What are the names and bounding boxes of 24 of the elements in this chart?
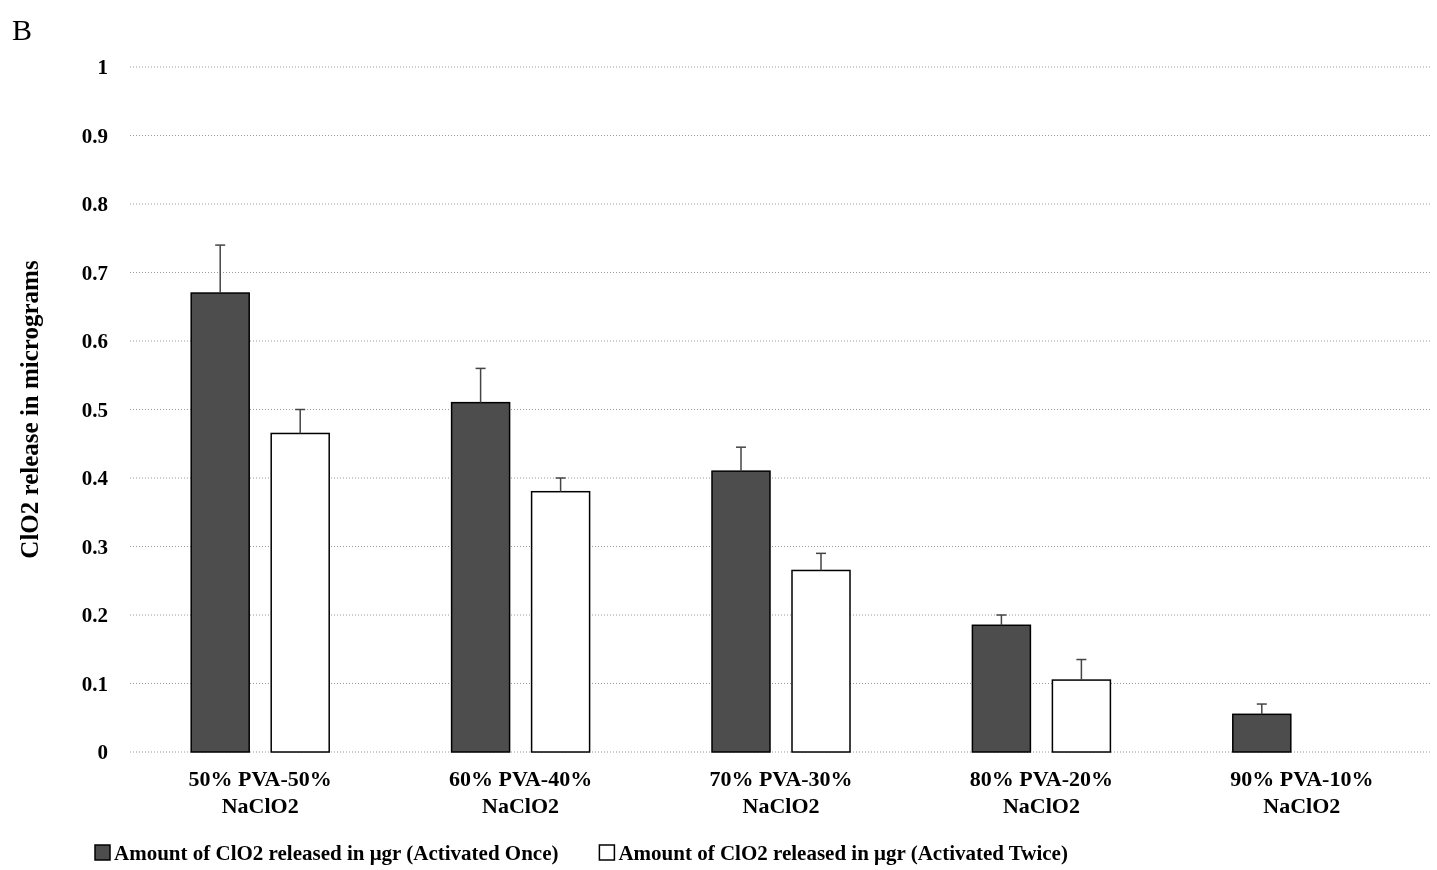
chart-title: B bbox=[12, 13, 33, 46]
x-tick-label: 80% PVA-20% NaClO2 bbox=[969, 766, 1114, 818]
y-tick-label: 0 bbox=[97, 740, 108, 765]
y-tick-label: 0.5 bbox=[81, 397, 108, 422]
y-tick-label: 0.9 bbox=[81, 123, 108, 148]
legend-label: Amount of ClO2 released in μgr (Activated Once) bbox=[114, 841, 559, 866]
x-tick-label: 50% PVA-50% NaClO2 bbox=[188, 766, 332, 818]
y-tick-label: 0.1 bbox=[81, 671, 108, 696]
legend-label: Amount of ClO2 released in μgr (Activated Twice) bbox=[618, 841, 1068, 866]
y-tick-label: 0.8 bbox=[81, 192, 108, 217]
y-axis-title: ClO2 release in micrograms bbox=[16, 260, 43, 559]
bar bbox=[530, 490, 591, 753]
x-tick-label: 60% PVA-40% NaClO2 bbox=[448, 766, 593, 818]
y-tick-label: 0.4 bbox=[81, 466, 109, 491]
x-tick-label: 70% PVA-30% NaClO2 bbox=[709, 766, 853, 818]
y-tick-label: 0.3 bbox=[81, 534, 108, 559]
y-tick-label: 0.2 bbox=[81, 603, 108, 628]
x-tick-label: 90% PVA-10% NaClO2 bbox=[1230, 766, 1374, 818]
y-tick-label: 0.7 bbox=[81, 260, 108, 285]
y-tick-label: 0.6 bbox=[81, 329, 108, 354]
bar bbox=[1051, 679, 1112, 753]
bar bbox=[270, 432, 330, 753]
y-tick-label: 1 bbox=[97, 55, 108, 80]
bar bbox=[791, 569, 851, 753]
